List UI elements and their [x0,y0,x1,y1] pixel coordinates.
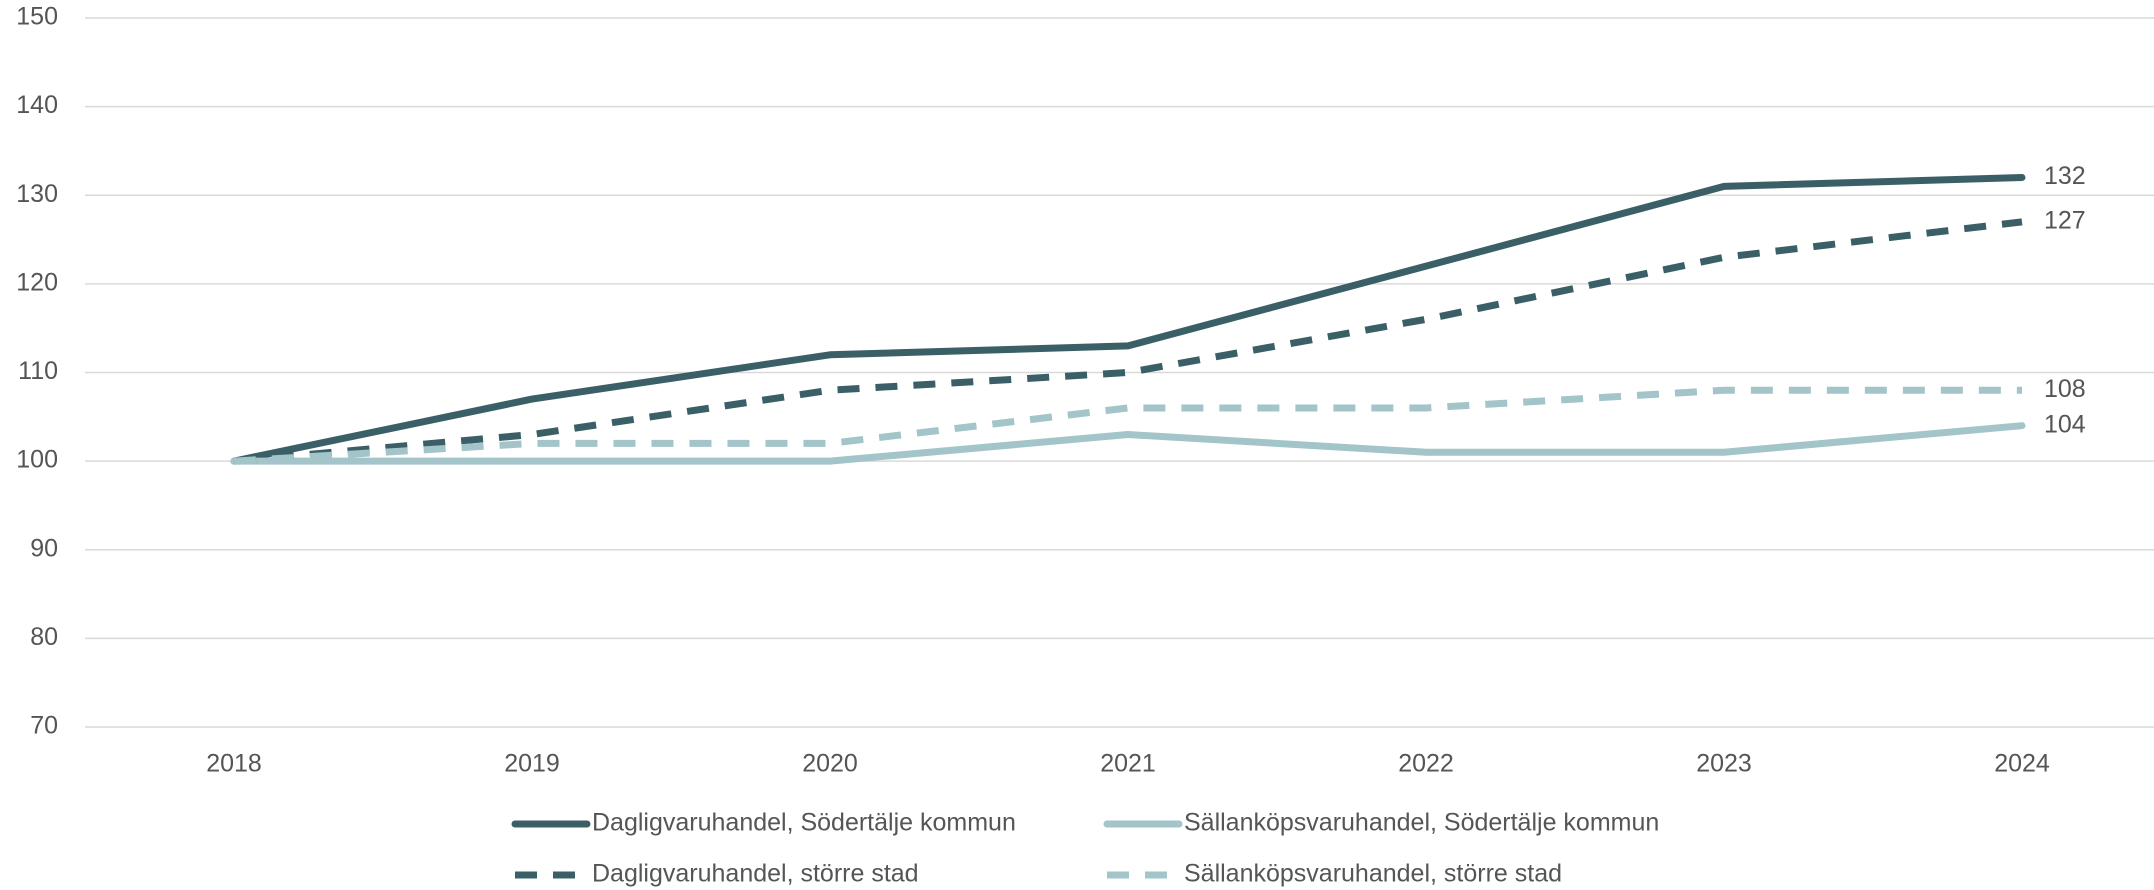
data-label: 132 [2044,162,2086,190]
legend-label: Sällanköpsvaruhandel, större stad [1184,860,1562,888]
x-tick-label: 2022 [1398,750,1454,778]
x-tick-label: 2020 [802,750,858,778]
x-tick-label: 2018 [206,750,262,778]
y-tick-label: 70 [30,712,58,740]
x-tick-label: 2021 [1100,750,1156,778]
data-label: 108 [2044,375,2086,403]
y-tick-label: 140 [16,91,58,119]
x-tick-label: 2023 [1696,750,1752,778]
x-tick-label: 2024 [1994,750,2050,778]
y-tick-label: 120 [16,268,58,296]
y-tick-label: 100 [16,446,58,474]
series-line [233,386,2022,465]
y-tick-label: 130 [16,180,58,208]
y-tick-label: 80 [30,623,58,651]
series-line [233,218,2023,465]
x-tick-label: 2019 [504,750,560,778]
data-label: 104 [2044,410,2086,438]
legend-label: Dagligvaruhandel, större stad [592,860,919,888]
y-tick-label: 150 [16,3,58,31]
data-label: 127 [2044,206,2086,234]
y-tick-label: 110 [18,357,58,385]
y-tick-label: 90 [30,534,58,562]
legend-label: Sällanköpsvaruhandel, Södertälje kommun [1184,809,1659,837]
legend-label: Dagligvaruhandel, Södertälje kommun [592,809,1016,837]
series-line [230,422,2026,465]
series-line [230,174,2026,465]
